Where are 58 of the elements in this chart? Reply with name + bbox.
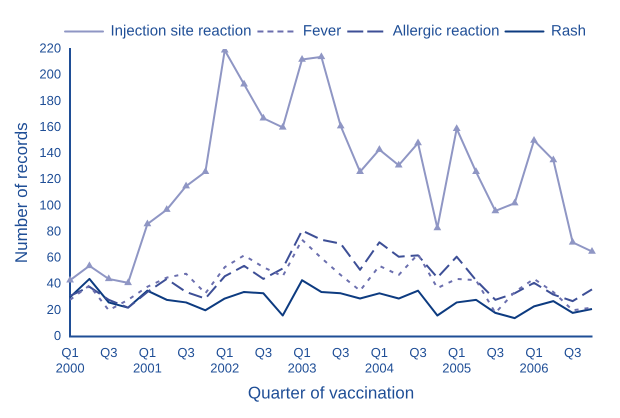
y-tick-label: 20 — [46, 302, 62, 317]
point — [182, 182, 190, 188]
x-tick-label: Q1 2006 — [520, 344, 548, 376]
y-tick-label: 180 — [39, 92, 62, 108]
x-tick-label: Q3 — [100, 344, 118, 360]
x-axis-title: Quarter of vaccination — [248, 383, 414, 402]
y-tick-label: 80 — [46, 223, 62, 238]
y-tick-label: 160 — [39, 118, 62, 134]
point — [162, 205, 171, 212]
x-tick-label: Q1 2001 — [132, 344, 162, 376]
point — [414, 138, 422, 146]
point — [86, 261, 94, 268]
y-tick-label: 200 — [39, 66, 62, 82]
y-tick-label: 140 — [39, 145, 62, 160]
point — [530, 136, 538, 143]
point — [124, 278, 132, 286]
point — [375, 145, 384, 152]
point — [278, 122, 287, 130]
x-tick-label: Q3 — [254, 344, 272, 360]
point — [240, 80, 248, 87]
point — [472, 167, 480, 174]
point — [510, 198, 519, 206]
point — [394, 160, 403, 168]
x-tick-label: Q1 2000 — [56, 344, 85, 376]
x-tick-label: Q3 — [564, 344, 582, 360]
legend-label: Allergic reaction — [392, 22, 500, 40]
point — [336, 122, 345, 128]
point — [104, 274, 113, 282]
point — [491, 206, 500, 214]
legend-label: Injection site reaction — [110, 22, 252, 40]
x-tick-label: Q3 — [409, 344, 427, 360]
y-tick-label: 220 — [39, 40, 62, 56]
y-tick-label: 120 — [39, 171, 62, 186]
point — [452, 124, 461, 131]
point — [66, 276, 74, 282]
x-tick-label: Q3 — [486, 344, 504, 360]
y-tick-label: 0 — [54, 328, 62, 343]
point — [588, 246, 596, 254]
y-axis-title: Number of records — [12, 122, 31, 264]
x-tick-label: Q1 2003 — [288, 344, 317, 376]
x-tick-label: Q1 2005 — [442, 344, 472, 376]
point — [259, 114, 268, 120]
x-tick-label: Q3 — [332, 344, 350, 360]
point — [298, 54, 306, 62]
y-tick-label: 60 — [46, 250, 62, 265]
x-tick-label: Q1 2002 — [210, 344, 240, 376]
line-series — [69, 230, 593, 309]
point — [144, 220, 152, 226]
legend-label: Rash — [550, 22, 586, 40]
legend-label: Fever — [302, 22, 342, 40]
point — [317, 52, 326, 60]
y-tick-label: 40 — [46, 276, 62, 291]
point — [549, 156, 558, 162]
y-tick-label: 100 — [39, 197, 62, 212]
x-tick-label: Q3 — [177, 344, 195, 360]
point — [202, 167, 210, 174]
point — [356, 167, 364, 174]
x-tick-label: Q1 2004 — [364, 344, 394, 376]
